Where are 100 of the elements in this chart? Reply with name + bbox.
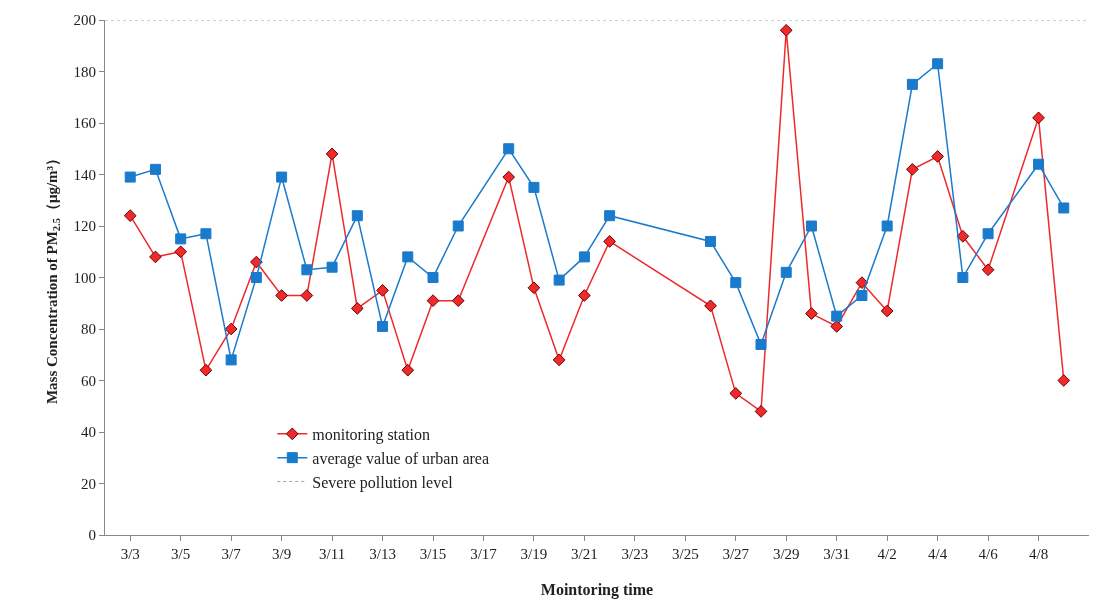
point: [377, 320, 389, 332]
x-tick-label: 4/8: [1028, 546, 1049, 562]
x-tick-label: 3/9: [272, 546, 292, 562]
point: [604, 210, 616, 222]
point: [149, 163, 161, 175]
point: [982, 228, 994, 240]
point: [503, 143, 515, 155]
point: [805, 220, 817, 232]
point: [175, 233, 187, 245]
point: [805, 307, 818, 320]
x-tick-label: 4/2: [877, 546, 897, 562]
y-tick-label: 100: [73, 269, 96, 286]
point: [704, 299, 717, 313]
point: [452, 220, 464, 232]
point: [705, 235, 717, 247]
point: [981, 263, 995, 277]
point: [730, 277, 742, 289]
x-tick-label: 3/21: [571, 546, 598, 562]
point: [275, 289, 288, 302]
x-tick-label: 3/17: [470, 546, 498, 562]
y-tick-label: 0: [88, 527, 96, 544]
x-tick-label: 3/31: [823, 546, 851, 562]
y-tick-label: 200: [73, 12, 96, 29]
point: [174, 245, 188, 259]
x-tick-label: 3/11: [319, 546, 346, 562]
point: [754, 405, 768, 418]
point: [830, 320, 844, 333]
y-tick-label: 180: [73, 63, 96, 80]
point: [1057, 374, 1071, 387]
point: [931, 150, 944, 163]
point: [402, 251, 414, 263]
legend-label: Severe pollution level: [312, 473, 454, 492]
point: [957, 272, 969, 283]
point: [780, 266, 792, 278]
point: [301, 264, 313, 276]
point: [527, 281, 541, 295]
point: [401, 363, 415, 377]
point: [300, 289, 314, 302]
x-tick-label: 3/3: [120, 546, 140, 562]
point: [729, 387, 743, 400]
point: [856, 290, 868, 302]
point: [351, 210, 363, 222]
point: [779, 23, 793, 37]
y-tick-label: 40: [81, 424, 96, 441]
x-tick-label: 3/13: [369, 546, 396, 562]
point: [200, 228, 212, 240]
y-tick-label: 20: [81, 475, 96, 492]
point: [552, 353, 566, 367]
point: [956, 229, 970, 243]
point: [906, 163, 919, 176]
point: [502, 170, 516, 184]
point: [603, 235, 616, 248]
point: [578, 289, 591, 302]
point: [224, 322, 238, 336]
point: [250, 255, 263, 269]
x-tick-label: 3/23: [621, 546, 649, 562]
point: [426, 294, 440, 308]
point: [553, 274, 565, 286]
x-tick-label: 4/6: [978, 546, 999, 562]
point: [250, 272, 262, 283]
point: [124, 171, 136, 183]
legend-label: average value of urban area: [312, 449, 490, 468]
point: [427, 272, 439, 283]
x-tick-label: 3/7: [221, 546, 242, 562]
point: [528, 181, 540, 193]
y-tick-label: 140: [73, 166, 96, 183]
x-tick-label: 3/15: [419, 546, 447, 562]
point: [855, 276, 869, 289]
point: [578, 251, 590, 263]
point: [325, 147, 339, 161]
y-tick-label: 160: [73, 115, 96, 132]
x-tick-label: 4/4: [928, 546, 948, 562]
point: [276, 171, 288, 183]
x-tick-label: 3/27: [722, 546, 750, 562]
point: [376, 284, 389, 297]
point: [199, 363, 213, 377]
x-tick-label: 3/19: [520, 546, 548, 562]
point: [350, 302, 364, 315]
x-axis-title: Mointoring time: [540, 580, 654, 599]
point: [451, 294, 465, 308]
point: [932, 58, 944, 70]
point: [755, 338, 767, 350]
point: [1033, 158, 1045, 170]
point: [123, 209, 137, 223]
point: [326, 261, 338, 273]
x-tick-label: 3/25: [671, 546, 699, 562]
x-tick-label: 3/29: [772, 546, 800, 562]
point: [1058, 202, 1070, 214]
y-tick-label: 60: [81, 372, 96, 389]
point: [881, 220, 893, 232]
point: [906, 78, 918, 90]
point: [225, 354, 237, 366]
legend-label: monitoring station: [312, 426, 431, 445]
point: [149, 250, 162, 264]
point: [831, 310, 843, 322]
x-tick-label: 3/5: [171, 546, 191, 562]
y-tick-label: 120: [73, 218, 96, 235]
y-tick-label: 80: [81, 321, 96, 338]
point: [880, 304, 894, 318]
point: [1032, 111, 1045, 125]
